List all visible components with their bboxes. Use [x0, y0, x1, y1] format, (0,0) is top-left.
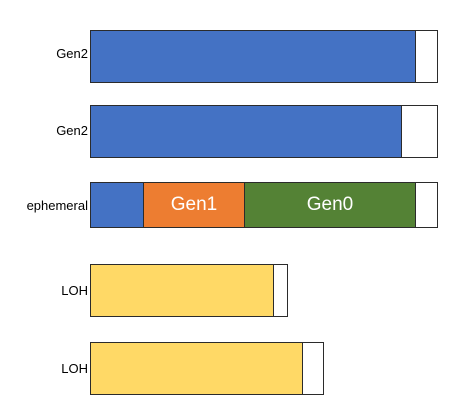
- loh-fill: [91, 343, 302, 394]
- segment-bar-ephemeral: Gen1 Gen0: [90, 182, 438, 228]
- segment-bar-gen2-2: [90, 105, 438, 158]
- gen0-segment: Gen0: [244, 183, 415, 227]
- gen1-label: Gen1: [170, 194, 218, 215]
- segment-label-gen2-2: Gen2: [56, 123, 88, 138]
- gen0-label: Gen0: [306, 194, 354, 215]
- loh-fill: [91, 265, 273, 316]
- segment-label-loh-1: LOH: [61, 283, 88, 298]
- segment-bar-gen2-1: [90, 30, 438, 83]
- segment-label-ephemeral: ephemeral: [26, 198, 88, 213]
- segment-bar-loh-1: [90, 264, 288, 317]
- free-space: [302, 343, 323, 394]
- free-space: [273, 265, 287, 316]
- segment-bar-loh-2: [90, 342, 324, 395]
- segment-label-loh-2: LOH: [61, 361, 88, 376]
- gen2-fill: [91, 183, 143, 227]
- gen1-segment: Gen1: [143, 183, 244, 227]
- gen2-fill: [91, 31, 415, 82]
- free-space: [415, 31, 437, 82]
- gen2-fill: [91, 106, 401, 157]
- segment-label-gen2-1: Gen2: [56, 46, 88, 61]
- free-space: [401, 106, 437, 157]
- free-space: [415, 183, 437, 227]
